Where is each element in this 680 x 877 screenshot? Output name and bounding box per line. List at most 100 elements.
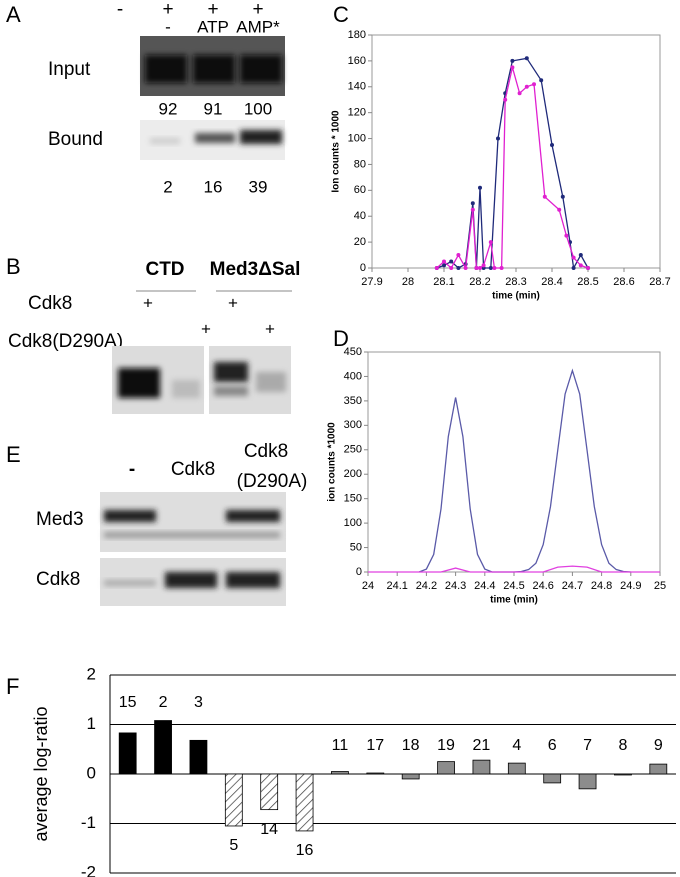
y-tick-label: -2 <box>81 862 96 877</box>
point <box>434 266 439 270</box>
point <box>571 266 576 270</box>
x-tick-label: 24.1 <box>386 580 407 592</box>
bar <box>295 773 314 832</box>
x-axis-title: time (min) <box>492 291 540 302</box>
point <box>442 259 446 264</box>
bar <box>507 762 526 775</box>
category-label: 11 <box>332 737 349 754</box>
bar <box>614 773 632 776</box>
point <box>442 263 446 268</box>
point <box>571 255 576 260</box>
x-tick-label: 27.9 <box>361 276 382 288</box>
row-label: Med3 <box>36 509 84 530</box>
category-label: 16 <box>296 842 314 859</box>
x-tick-label: 28.7 <box>649 276 670 288</box>
point <box>510 65 515 70</box>
y-tick-label: 40 <box>354 210 366 222</box>
bar <box>366 772 385 775</box>
panel-label: E <box>6 442 21 467</box>
column-label: Cdk8 <box>171 459 215 480</box>
series-line <box>418 368 631 573</box>
y-tick-label: 400 <box>344 370 362 382</box>
y-tick-label: 250 <box>344 444 362 456</box>
category-label: 21 <box>473 737 491 754</box>
y-axis-title: Ion counts * 1000 <box>331 110 342 193</box>
point <box>524 84 529 89</box>
point <box>456 253 461 258</box>
series-line <box>368 565 660 573</box>
bar <box>649 763 668 775</box>
series-line <box>436 67 589 271</box>
x-tick-label: 28.4 <box>541 276 562 288</box>
bar <box>578 773 597 790</box>
y-tick-label: 160 <box>348 55 366 67</box>
bar <box>260 773 279 811</box>
panel-label: D <box>333 326 349 351</box>
input-value: 92 <box>159 99 178 118</box>
plus-mark: + <box>201 319 211 338</box>
input-value: 91 <box>204 99 223 118</box>
point <box>550 143 554 148</box>
y-tick-label: 80 <box>354 158 366 170</box>
x-tick-label: 24.6 <box>532 580 553 592</box>
point <box>463 266 468 270</box>
panel-label: C <box>333 2 349 27</box>
x-tick-label: 28.1 <box>433 276 454 288</box>
column-label: - <box>129 459 135 480</box>
input-value: 100 <box>244 99 272 118</box>
category-label: 9 <box>654 737 663 754</box>
x-tick-label: 24.9 <box>620 580 641 592</box>
plus-mark: + <box>143 293 153 312</box>
y-tick-label: 50 <box>350 541 362 553</box>
plus-mark: + <box>228 293 238 312</box>
category-label: 18 <box>402 737 420 754</box>
nucleotide-label: ATP <box>197 17 229 36</box>
bound-value: 2 <box>163 177 172 196</box>
y-tick-label: 1 <box>87 714 96 733</box>
point <box>449 259 454 264</box>
x-tick-label: 24 <box>362 580 374 592</box>
point <box>478 266 482 270</box>
panel-label: F <box>6 674 19 699</box>
y-tick-label: 450 <box>344 346 362 358</box>
point <box>474 266 479 270</box>
column-label: (D290A) <box>237 471 308 492</box>
bar <box>437 761 455 775</box>
x-tick-label: 28.5 <box>577 276 598 288</box>
point <box>470 207 475 212</box>
point <box>539 78 544 83</box>
panel-label: B <box>6 254 21 279</box>
x-tick-label: 28.2 <box>469 276 490 288</box>
point <box>492 266 497 270</box>
point <box>481 263 486 268</box>
point <box>499 266 504 270</box>
nucleotide-label: AMP* <box>236 17 280 36</box>
row-label: Bound <box>48 129 103 150</box>
y-tick-label: 100 <box>348 132 366 144</box>
point <box>488 266 493 270</box>
x-axis-title: time (min) <box>490 595 538 606</box>
gel-b <box>112 346 291 414</box>
bar <box>331 771 349 775</box>
category-label: 6 <box>548 737 557 754</box>
bound-value: 39 <box>249 177 268 196</box>
x-tick-label: 28 <box>402 276 414 288</box>
y-tick-label: 140 <box>348 81 366 93</box>
point <box>470 201 475 206</box>
point <box>517 91 522 96</box>
plot-frame <box>367 351 661 573</box>
point <box>510 58 515 63</box>
bar <box>154 720 172 775</box>
point <box>456 266 461 270</box>
category-label: 15 <box>119 694 137 711</box>
y-tick-label: 2 <box>87 664 96 683</box>
y-tick-label: 20 <box>354 236 366 248</box>
y-axis-title: ion counts *1000 <box>327 422 338 502</box>
point <box>488 240 493 245</box>
x-tick-label: 24.7 <box>562 580 583 592</box>
x-tick-label: 28.3 <box>505 276 526 288</box>
x-tick-label: 24.5 <box>503 580 524 592</box>
bar <box>472 759 491 775</box>
bar <box>224 773 243 827</box>
point <box>503 97 508 102</box>
